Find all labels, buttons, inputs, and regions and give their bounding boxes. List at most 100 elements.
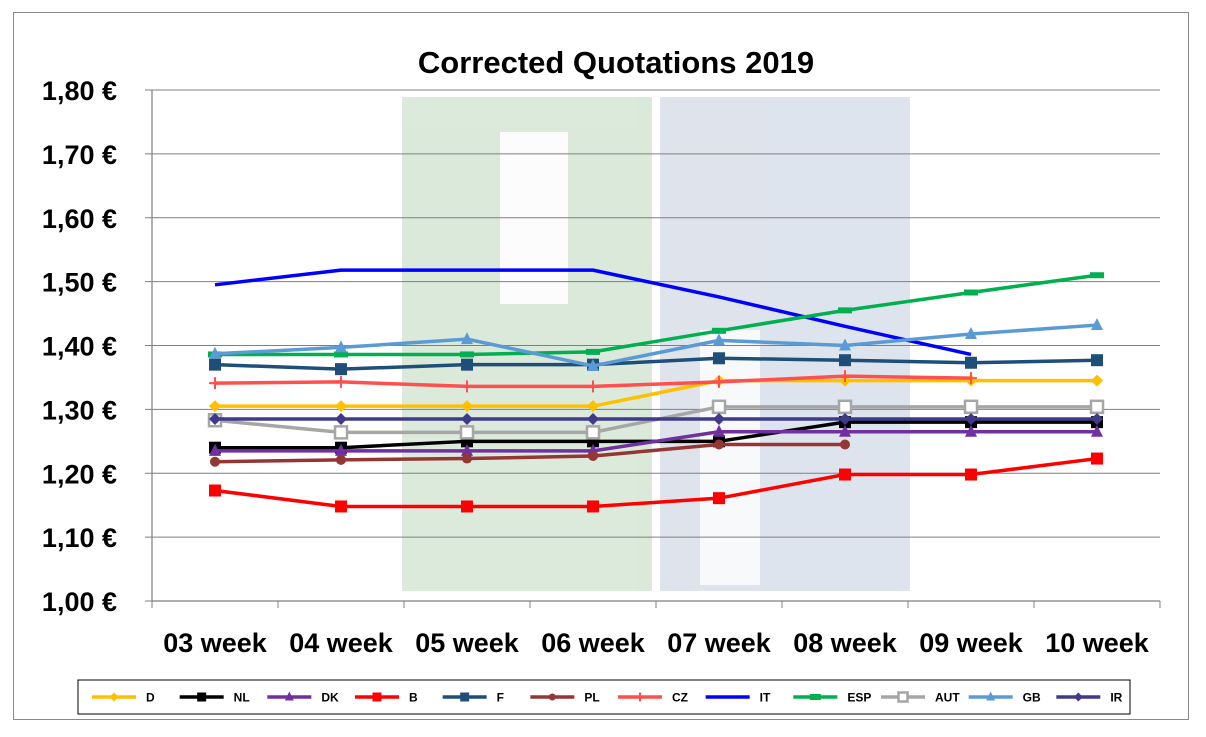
data-point-dk	[461, 443, 473, 456]
data-point-gb	[209, 346, 221, 359]
y-tick-label: 1,00 €	[42, 587, 117, 617]
x-tick-label: 03 week	[163, 628, 268, 658]
y-tick-label: 1,10 €	[42, 523, 117, 553]
data-point-f	[1091, 354, 1103, 367]
x-tick-label: 07 week	[667, 628, 772, 658]
data-point-aut	[837, 399, 853, 415]
data-point-b	[461, 500, 473, 513]
data-point-esp	[964, 289, 978, 296]
data-point-b	[335, 500, 347, 513]
legend-item-gb: GB	[968, 691, 1041, 705]
data-point-gb	[461, 332, 473, 345]
y-tick-label: 1,30 €	[42, 395, 117, 425]
data-point-d	[587, 400, 599, 413]
legend: D NL DK B F PL CZ IT ESP AUT GB IR	[77, 679, 1131, 715]
data-point-gb	[965, 327, 977, 340]
y-tick-label: 1,70 €	[42, 140, 117, 170]
data-point-gb	[713, 333, 725, 346]
data-point-ir	[335, 412, 347, 425]
data-point-cz	[335, 375, 347, 388]
data-point-aut	[1089, 399, 1105, 415]
data-point-cz	[713, 375, 725, 388]
data-point-pl	[210, 456, 220, 467]
legend-marker-gb	[986, 691, 996, 701]
data-point-d	[335, 400, 347, 413]
data-point-esp	[1090, 272, 1104, 279]
data-point-ir	[461, 412, 473, 425]
data-point-b	[209, 484, 221, 497]
data-point-f	[965, 356, 977, 369]
data-point-aut	[963, 399, 979, 415]
data-point-gb	[1091, 318, 1103, 331]
data-point-aut	[711, 399, 727, 415]
data-point-pl	[714, 439, 724, 450]
data-point-ir	[965, 412, 977, 425]
data-point-pl	[840, 439, 850, 450]
data-point-d	[209, 400, 221, 413]
data-point-b	[587, 500, 599, 513]
y-tick-label: 1,40 €	[42, 332, 117, 362]
data-point-cz	[461, 380, 473, 393]
series-it	[214, 268, 972, 357]
data-point-aut	[333, 425, 349, 440]
x-tick-label: 05 week	[415, 628, 520, 658]
data-point-ir	[713, 412, 725, 425]
legend-item-ir: IR	[1056, 691, 1123, 705]
legend-item-aut: AUT	[881, 691, 960, 705]
series-line-d	[215, 378, 1097, 408]
series-cz	[209, 370, 977, 393]
x-tick-label: 09 week	[919, 628, 1024, 658]
data-point-cz	[839, 370, 851, 383]
series-pl	[210, 439, 850, 467]
data-point-gb	[839, 338, 851, 351]
legend-marker-nl	[197, 692, 207, 702]
data-point-gb	[587, 358, 599, 371]
data-point-ir	[209, 412, 221, 425]
data-point-esp	[334, 351, 348, 358]
axes	[145, 89, 1161, 608]
x-tick-label: 04 week	[289, 628, 394, 658]
legend-label-f: F	[497, 691, 504, 705]
data-point-dk	[839, 424, 851, 437]
series-line-it	[214, 268, 972, 357]
legend-label-ir: IR	[1110, 691, 1122, 705]
data-point-pl	[588, 451, 598, 462]
data-point-f	[461, 358, 473, 371]
data-point-esp	[586, 348, 600, 355]
chart-title: Corrected Quotations 2019	[418, 45, 814, 80]
series-line-pl	[214, 442, 845, 464]
legend-marker-pl	[548, 693, 556, 701]
data-point-esp	[460, 351, 474, 358]
legend-item-d: D	[92, 691, 155, 705]
legend-item-dk: DK	[267, 691, 339, 705]
data-point-d	[461, 400, 473, 413]
legend-item-b: B	[355, 691, 418, 705]
data-point-dk	[1091, 424, 1103, 437]
data-point-ir	[1091, 412, 1103, 425]
x-tick-labels: 03 week 04 week 05 week 06 week 07 week 08 we…	[163, 628, 1150, 658]
legend-marker-d	[109, 692, 119, 702]
legend-marker-cz	[635, 692, 645, 702]
legend-marker-b	[372, 692, 382, 702]
data-point-dk	[713, 424, 725, 437]
x-tick-label: 08 week	[793, 628, 898, 658]
data-point-esp	[838, 307, 852, 314]
series-line-b	[214, 456, 1098, 509]
data-point-b	[839, 468, 851, 481]
series-line-gb	[214, 323, 1098, 368]
legend-label-it: IT	[760, 691, 771, 705]
data-point-d	[1091, 374, 1103, 387]
plot-area	[207, 268, 1105, 513]
data-point-pl	[462, 453, 472, 464]
y-tick-label: 1,60 €	[42, 204, 117, 234]
data-point-gb	[335, 340, 347, 353]
data-point-f	[713, 352, 725, 365]
data-point-cz	[587, 380, 599, 393]
y-tick-label: 1,50 €	[42, 268, 117, 298]
legend-marker-aut	[897, 691, 909, 703]
legend-item-esp: ESP	[793, 691, 871, 705]
legend-marker-dk	[284, 691, 294, 701]
y-tick-labels: 1,00 € 1,10 € 1,20 € 1,30 € 1,40 € 1,50 € 1,60…	[42, 76, 117, 617]
legend-marker-f	[460, 692, 470, 702]
